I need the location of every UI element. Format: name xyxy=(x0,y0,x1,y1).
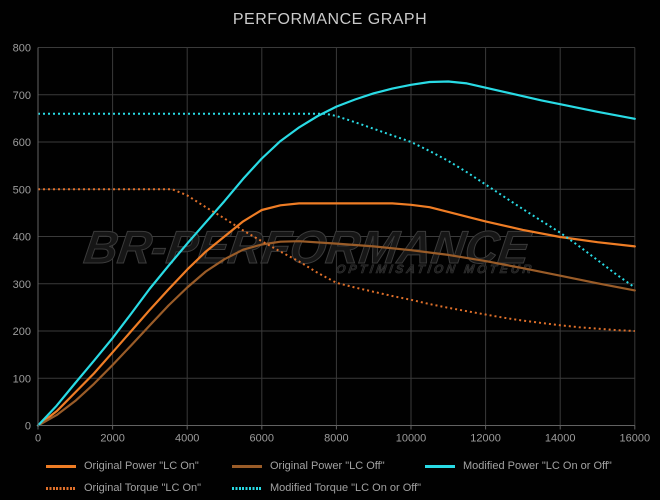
chart-plot-area: BR-PERFORMANCE OPTIMISATION MOTEUR 01002… xyxy=(13,43,650,445)
legend-swatch-solid-icon xyxy=(425,464,455,468)
legend-label: Modified Torque "LC On or Off" xyxy=(270,482,422,494)
legend-item-original-power-lc-off: Original Power "LC Off" xyxy=(232,455,425,477)
y-tick-label-200: 200 xyxy=(13,326,31,338)
legend-label: Original Torque "LC On" xyxy=(84,482,202,494)
x-tick-label-2000: 2000 xyxy=(100,433,124,445)
series-line-original-power-lc-off xyxy=(36,240,636,427)
legend-item-original-power-lc-on: Original Power "LC On" xyxy=(46,455,232,477)
watermark-text: BR-PERFORMANCE xyxy=(81,221,534,273)
x-tick-label-6000: 6000 xyxy=(250,433,274,445)
y-tick-label-700: 700 xyxy=(13,90,31,102)
series-line-original-power-lc-on xyxy=(36,202,636,427)
legend-label: Modified Power "LC On or Off" xyxy=(463,460,612,472)
y-tick-label-800: 800 xyxy=(13,43,31,55)
x-tick-label-10000: 10000 xyxy=(396,433,427,445)
y-tick-label-0: 0 xyxy=(25,421,31,433)
x-tick-label-0: 0 xyxy=(35,433,41,445)
legend-label: Original Power "LC Off" xyxy=(270,460,385,472)
x-tick-label-4000: 4000 xyxy=(175,433,199,445)
series-line-modified-torque-lc-on-or-off xyxy=(38,112,636,289)
chart-legend: Original Power "LC On" Original Power "LC… xyxy=(46,455,656,499)
x-tick-label-8000: 8000 xyxy=(324,433,348,445)
series-line-modified-power-lc-on-or-off xyxy=(36,80,636,427)
legend-item-modified-power-lc-on-or-off: Modified Power "LC On or Off" xyxy=(425,455,650,477)
axis-layer xyxy=(37,47,636,430)
y-tick-label-100: 100 xyxy=(13,373,31,385)
series-layer xyxy=(36,80,636,427)
legend-swatch-dotted-icon xyxy=(46,486,76,490)
y-tick-label-400: 400 xyxy=(13,232,31,244)
x-tick-label-12000: 12000 xyxy=(470,433,501,445)
x-tick-label-14000: 14000 xyxy=(545,433,576,445)
legend-label: Original Power "LC On" xyxy=(84,460,199,472)
x-tick-label-16000: 16000 xyxy=(620,433,651,445)
y-tick-label-600: 600 xyxy=(13,137,31,149)
legend-swatch-solid-icon xyxy=(232,464,262,468)
chart-title: PERFORMANCE GRAPH xyxy=(232,11,428,28)
y-tick-label-500: 500 xyxy=(13,184,31,196)
legend-swatch-dotted-icon xyxy=(232,486,262,490)
grid-layer xyxy=(38,47,636,426)
legend-item-original-torque-lc-on: Original Torque "LC On" xyxy=(46,477,232,499)
watermark-subtitle: OPTIMISATION MOTEUR xyxy=(335,262,535,276)
y-tick-label-300: 300 xyxy=(13,279,31,291)
legend-swatch-solid-icon xyxy=(46,464,76,468)
legend-item-modified-torque-lc-on-or-off: Modified Torque "LC On or Off" xyxy=(232,477,425,499)
series-line-original-torque-lc-on xyxy=(38,188,635,332)
